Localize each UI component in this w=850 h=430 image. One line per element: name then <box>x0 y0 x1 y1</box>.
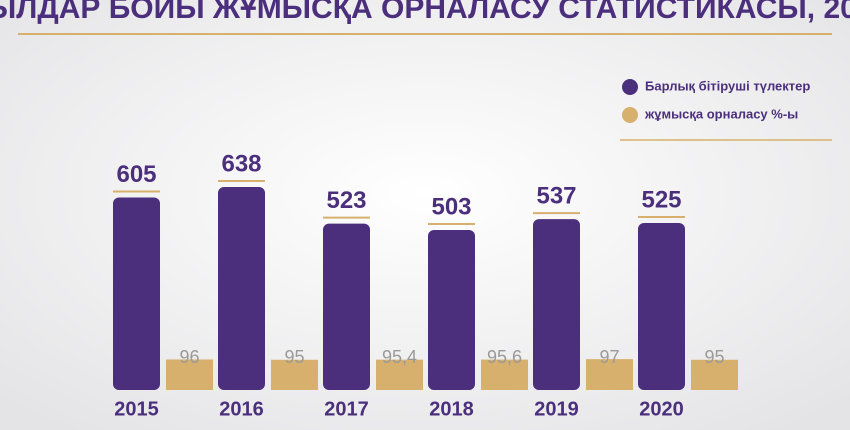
value-label: 503 <box>431 193 471 220</box>
bar <box>166 359 213 390</box>
x-tick-label: 2020 <box>639 398 684 420</box>
value-label: 97 <box>599 347 619 367</box>
bar <box>638 222 685 390</box>
value-label: 537 <box>536 182 576 209</box>
bar <box>533 219 580 390</box>
x-tick-label: 2015 <box>114 398 159 420</box>
value-label: 525 <box>641 186 681 213</box>
bar <box>691 359 738 390</box>
legend-swatch <box>622 79 638 95</box>
value-label: 95 <box>284 347 304 367</box>
value-label: 523 <box>326 187 366 214</box>
bar <box>271 359 318 390</box>
value-label: 638 <box>221 150 261 177</box>
value-label: 605 <box>116 161 156 188</box>
bar <box>376 359 423 390</box>
x-tick-label: 2017 <box>324 398 369 420</box>
chart-title: ЖЫЛДАР БОЙЫ ЖҰМЫСҚА ОРНАЛАСУ СТАТИСТИКАС… <box>0 0 850 25</box>
x-tick-label: 2018 <box>429 398 474 420</box>
bar <box>428 229 475 390</box>
legend-label: жұмысқа орналасу %-ы <box>644 106 798 121</box>
bar <box>481 359 528 390</box>
value-label: 95,6 <box>487 347 522 367</box>
value-label: 96 <box>179 347 199 367</box>
bar <box>113 197 160 390</box>
value-label: 95 <box>704 347 724 367</box>
bar <box>586 359 633 390</box>
bar <box>218 187 265 390</box>
value-label: 95,4 <box>382 347 417 367</box>
x-tick-label: 2016 <box>219 398 264 420</box>
legend-label: Барлық бітіруші түлектер <box>645 78 810 93</box>
bar <box>323 223 370 390</box>
legend-swatch <box>622 107 638 123</box>
x-tick-label: 2019 <box>534 398 579 420</box>
